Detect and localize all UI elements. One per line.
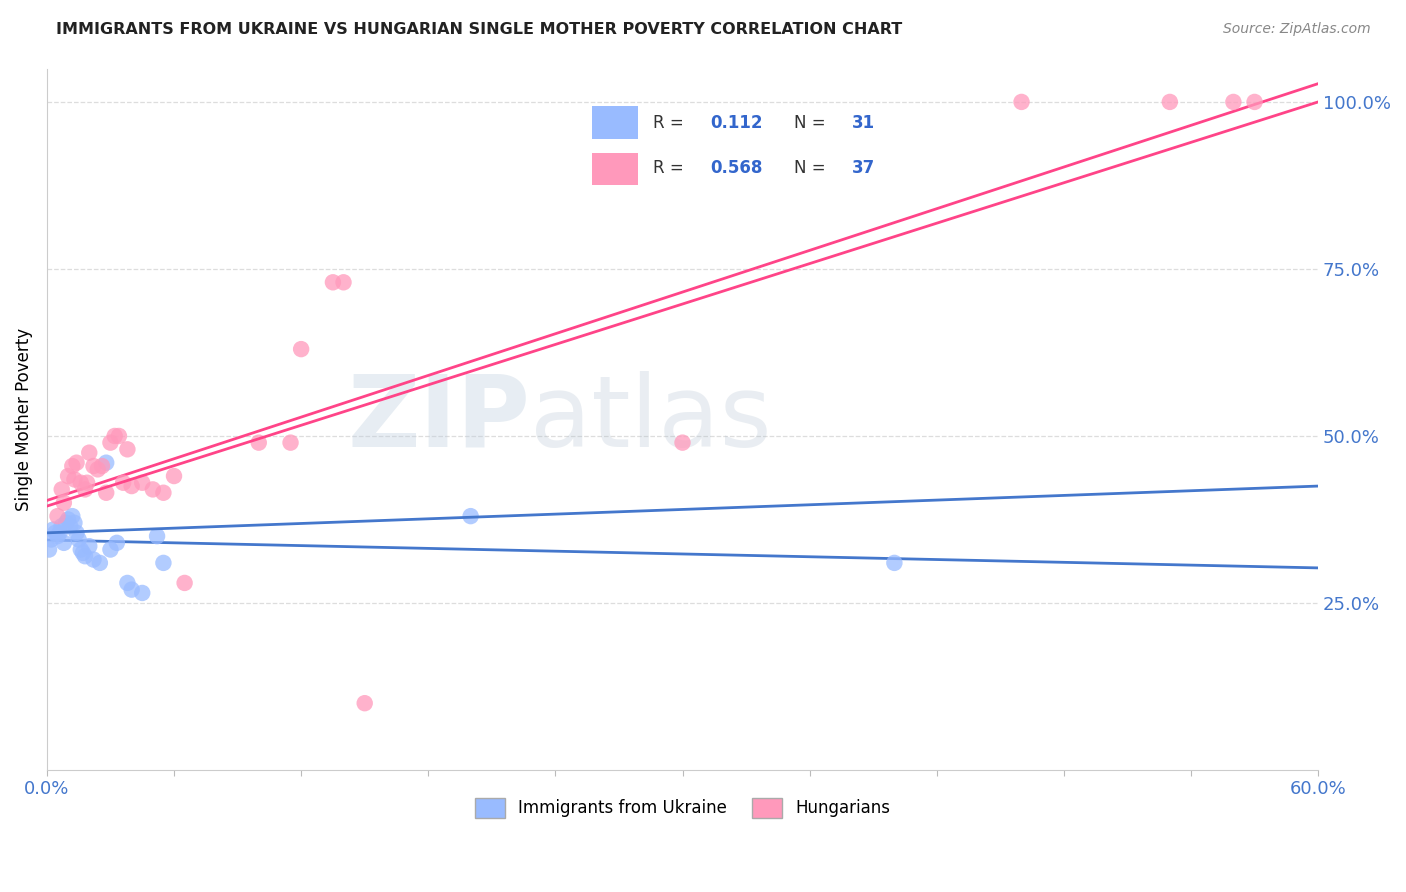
Point: [100, 435, 122, 450]
Text: IMMIGRANTS FROM UKRAINE VS HUNGARIAN SINGLE MOTHER POVERTY CORRELATION CHART: IMMIGRANTS FROM UKRAINE VS HUNGARIAN SIN…: [56, 22, 903, 37]
Point: [83, 552, 105, 566]
Point: [89, 556, 111, 570]
Point: [73, 483, 96, 497]
Point: [290, 342, 312, 356]
Point: [152, 485, 174, 500]
Point: [77, 539, 100, 553]
Point: [322, 275, 344, 289]
Point: [96, 485, 118, 500]
Point: [65, 456, 87, 470]
Point: [72, 546, 94, 560]
Point: [96, 456, 118, 470]
Point: [104, 429, 127, 443]
Point: [39, 533, 62, 547]
Point: [63, 516, 86, 530]
Point: [48, 525, 70, 540]
Point: [56, 512, 79, 526]
Point: [44, 525, 66, 540]
Point: [671, 435, 693, 450]
Point: [883, 556, 905, 570]
Point: [52, 536, 75, 550]
Point: [280, 435, 302, 450]
Point: [173, 576, 195, 591]
Point: [60, 509, 83, 524]
Point: [1243, 95, 1265, 109]
Text: ZIP: ZIP: [347, 371, 530, 467]
Point: [108, 429, 131, 443]
Point: [38, 542, 60, 557]
Point: [1011, 95, 1033, 109]
Point: [142, 483, 165, 497]
Point: [131, 586, 153, 600]
Point: [60, 458, 83, 473]
Point: [55, 516, 77, 530]
Legend: Immigrants from Ukraine, Hungarians: Immigrants from Ukraine, Hungarians: [468, 791, 897, 825]
Point: [112, 475, 135, 490]
Point: [87, 462, 110, 476]
Point: [51, 483, 73, 497]
Point: [51, 519, 73, 533]
Y-axis label: Single Mother Poverty: Single Mother Poverty: [15, 327, 32, 511]
Point: [83, 458, 105, 473]
Point: [163, 469, 186, 483]
Point: [63, 472, 86, 486]
Point: [100, 542, 122, 557]
Point: [332, 275, 354, 289]
Point: [105, 536, 128, 550]
Point: [42, 523, 65, 537]
Point: [52, 496, 75, 510]
Point: [146, 529, 169, 543]
Point: [46, 529, 69, 543]
Point: [65, 525, 87, 540]
Point: [69, 475, 91, 490]
Point: [121, 479, 143, 493]
Point: [91, 458, 114, 473]
Point: [247, 435, 270, 450]
Point: [73, 549, 96, 564]
Point: [76, 475, 98, 490]
Point: [56, 469, 79, 483]
Point: [460, 509, 482, 524]
Point: [67, 533, 90, 547]
Point: [131, 475, 153, 490]
Point: [69, 542, 91, 557]
Point: [121, 582, 143, 597]
Point: [46, 509, 69, 524]
Point: [1159, 95, 1181, 109]
Text: Source: ZipAtlas.com: Source: ZipAtlas.com: [1223, 22, 1371, 37]
Point: [117, 576, 139, 591]
Point: [59, 519, 82, 533]
Point: [152, 556, 174, 570]
Point: [353, 696, 375, 710]
Text: atlas: atlas: [530, 371, 772, 467]
Point: [77, 445, 100, 459]
Point: [1222, 95, 1244, 109]
Point: [117, 442, 139, 457]
